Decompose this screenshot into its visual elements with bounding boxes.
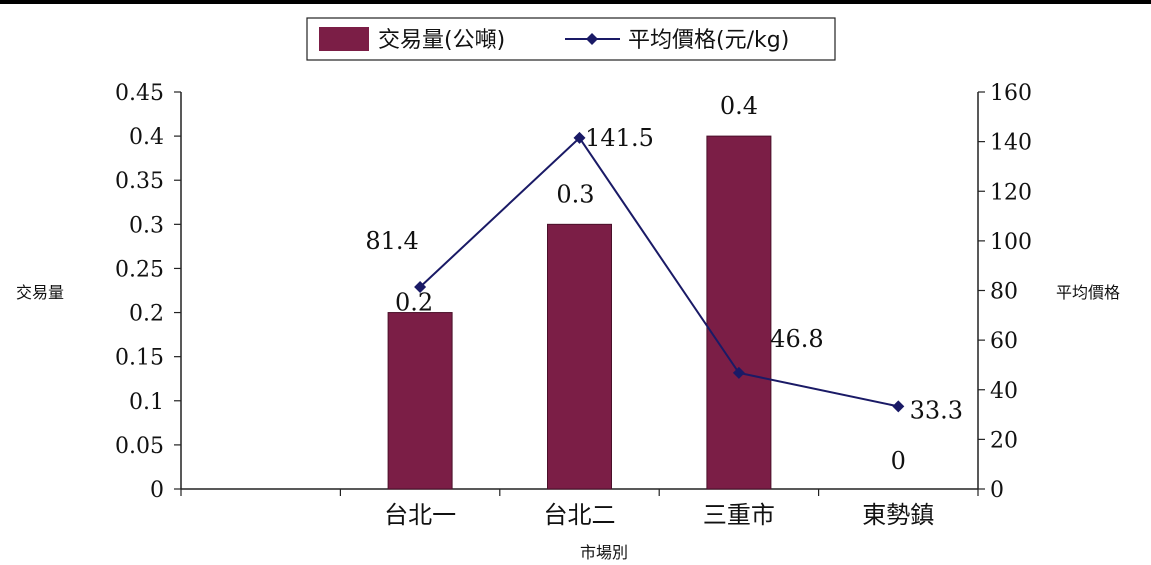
left-tick-label: 0 bbox=[150, 478, 164, 503]
left-tick-label: 0.4 bbox=[129, 125, 164, 150]
right-axis-title: 平均價格 bbox=[1056, 283, 1120, 302]
x-tick-label: 三重市 bbox=[703, 501, 775, 529]
price-value-label: 46.8 bbox=[770, 325, 823, 353]
x-tick-label: 東勢鎮 bbox=[862, 501, 934, 529]
top-border bbox=[0, 0, 1151, 4]
x-tick-label: 台北一 bbox=[384, 501, 456, 529]
bar bbox=[547, 223, 612, 490]
price-marker bbox=[892, 400, 905, 413]
right-tick-label: 0 bbox=[990, 478, 1004, 503]
price-value-label: 33.3 bbox=[910, 396, 963, 424]
legend-label-line: 平均價格(元/kg) bbox=[628, 28, 789, 53]
bar-value-label: 0.3 bbox=[556, 180, 594, 208]
right-tick-label: 60 bbox=[990, 329, 1018, 354]
bar-value-label: 0 bbox=[891, 447, 906, 475]
left-tick-label: 0.25 bbox=[115, 257, 164, 282]
bar-value-label: 0.4 bbox=[720, 92, 758, 120]
right-tick-label: 40 bbox=[990, 379, 1018, 404]
legend-swatch-bar bbox=[319, 27, 369, 51]
right-tick-label: 80 bbox=[990, 280, 1018, 305]
price-line bbox=[419, 136, 899, 408]
right-tick-label: 160 bbox=[990, 81, 1032, 106]
left-tick-label: 0.15 bbox=[115, 346, 164, 371]
bar bbox=[387, 312, 453, 490]
x-tick-label: 台北二 bbox=[544, 501, 616, 529]
left-tick-label: 0.1 bbox=[129, 390, 164, 415]
legend-swatch-marker bbox=[586, 33, 598, 45]
right-tick-label: 120 bbox=[990, 180, 1032, 205]
price-marker bbox=[573, 131, 586, 144]
left-tick-label: 0.05 bbox=[115, 434, 164, 459]
left-axis-title: 交易量 bbox=[16, 283, 64, 302]
right-tick-label: 100 bbox=[990, 230, 1032, 255]
left-tick-label: 0.45 bbox=[115, 81, 164, 106]
price-value-label: 81.4 bbox=[365, 227, 418, 255]
bar bbox=[706, 135, 772, 490]
x-axis-title: 市場別 bbox=[580, 543, 628, 562]
left-tick-label: 0.2 bbox=[129, 302, 164, 327]
right-tick-label: 20 bbox=[990, 428, 1018, 453]
price-marker bbox=[414, 281, 427, 294]
price-marker bbox=[732, 366, 745, 379]
right-tick-label: 140 bbox=[990, 131, 1032, 156]
price-value-label: 141.5 bbox=[585, 124, 654, 152]
bar-value-label: 0.2 bbox=[395, 289, 433, 317]
left-tick-label: 0.3 bbox=[129, 213, 164, 238]
left-tick-label: 0.35 bbox=[115, 169, 164, 194]
legend-label-bar: 交易量(公噸) bbox=[378, 28, 505, 53]
